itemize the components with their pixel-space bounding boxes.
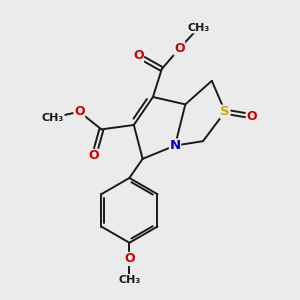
Text: CH₃: CH₃ xyxy=(42,112,64,123)
Text: O: O xyxy=(174,42,185,55)
Text: S: S xyxy=(220,105,230,118)
Text: O: O xyxy=(89,149,99,162)
Text: O: O xyxy=(124,252,135,266)
Text: CH₃: CH₃ xyxy=(118,274,140,285)
Text: O: O xyxy=(74,105,85,118)
Text: N: N xyxy=(169,139,181,152)
Text: O: O xyxy=(246,110,257,123)
Text: CH₃: CH₃ xyxy=(188,23,210,33)
Text: O: O xyxy=(133,49,143,62)
